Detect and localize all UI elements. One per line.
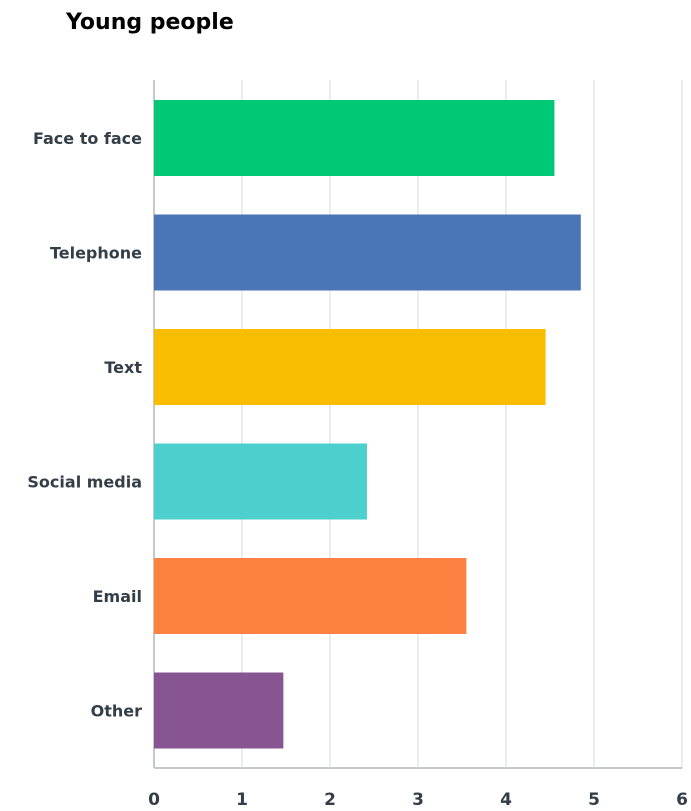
tick-label-4: 4 xyxy=(500,790,512,810)
tick-label-6: 6 xyxy=(676,790,688,810)
tick-label-0: 0 xyxy=(148,790,160,810)
bar-face-to-face xyxy=(154,100,555,176)
chart-grid xyxy=(153,80,683,769)
category-label-telephone: Telephone xyxy=(50,244,142,263)
category-label-text: Text xyxy=(104,358,142,377)
tick-label-2: 2 xyxy=(324,790,336,810)
category-label-social-media: Social media xyxy=(27,473,142,492)
bar-social-media xyxy=(154,443,367,520)
chart-bars xyxy=(154,100,581,749)
tick-label-3: 3 xyxy=(412,790,424,810)
category-label-other: Other xyxy=(91,702,142,721)
category-label-face-to-face: Face to face xyxy=(33,129,142,148)
bar-other xyxy=(154,672,284,749)
bar-text xyxy=(154,329,546,405)
category-labels: Face to face Telephone Text Social media Ema… xyxy=(27,129,142,721)
category-label-email: Email xyxy=(93,587,142,606)
bar-email xyxy=(154,558,467,634)
tick-label-1: 1 xyxy=(236,790,248,810)
tick-label-5: 5 xyxy=(588,790,600,810)
tick-labels: 0 1 2 3 4 5 6 xyxy=(148,790,688,810)
chart-title: Young people xyxy=(66,10,234,35)
bar-telephone xyxy=(154,214,581,291)
